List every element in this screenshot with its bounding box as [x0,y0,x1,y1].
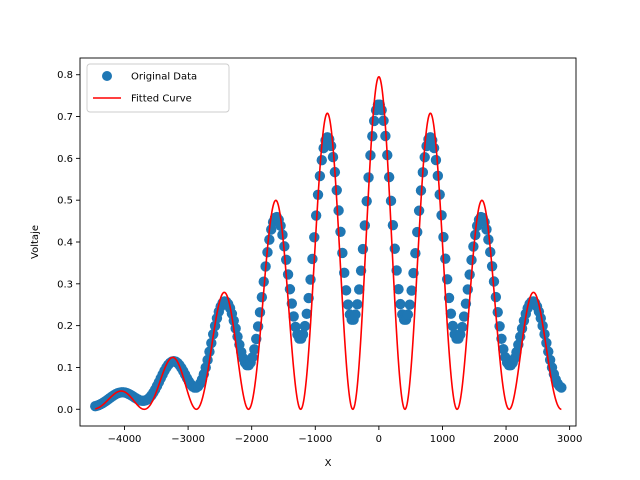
y-tick-label: 0.5 [57,196,73,207]
data-point [419,152,430,163]
data-point [327,151,339,163]
data-point [368,115,380,127]
data-point [438,231,449,243]
x-tick-label: −3000 [171,434,205,445]
data-point [406,285,417,296]
data-point [428,142,440,154]
legend-marker-original-data [102,71,112,81]
y-tick-label: 0.1 [57,363,73,374]
y-tick-label: 0.0 [57,405,73,416]
plot-area [90,76,567,412]
data-point [307,253,318,265]
fitted-curve-line [95,76,562,411]
x-tick-label: −1000 [298,434,332,445]
data-point [357,243,369,255]
legend-box [86,63,230,113]
data-point [492,306,503,318]
data-point [247,352,258,363]
x-axis-label: X [325,458,332,469]
data-point [288,311,299,322]
data-point [354,284,365,295]
data-point [413,205,425,216]
data-point [447,320,458,332]
data-point [440,253,451,264]
data-point [325,140,337,152]
data-point [206,337,217,349]
data-point [228,315,239,326]
legend-label-original-data: Original Data [131,72,197,83]
data-point [282,269,294,280]
data-point [395,298,406,310]
data-point [340,285,352,296]
data-point [483,234,494,245]
data-point [376,104,387,116]
legend: Original Data Fitted Curve [86,63,230,113]
data-point [299,320,311,332]
legend-label-fitted-curve: Fitted Curve [131,94,192,105]
data-point [456,321,468,333]
data-point [378,115,389,126]
data-point [359,220,371,231]
data-point [256,292,268,303]
data-point [404,299,415,310]
data-point [387,219,399,231]
data-point [350,309,361,320]
data-point [342,299,354,310]
data-point [275,220,286,231]
data-point [361,195,372,207]
data-point [333,205,344,216]
data-point [249,344,260,355]
data-point [490,291,502,303]
data-point [458,311,470,322]
axes: −4000 −3000 −2000 −1000 0 1000 2000 3000 0.0 0.1 0… [30,57,582,469]
data-point [498,344,509,355]
y-tick-label: 0.8 [57,70,73,81]
data-point [466,254,477,266]
data-point [385,195,397,207]
data-point [556,382,567,393]
data-point [335,226,346,237]
data-point [481,224,492,235]
data-point [412,226,423,238]
data-point [281,254,292,266]
data-point [543,346,554,357]
y-tick-label: 0.3 [57,279,73,290]
data-point [316,155,327,166]
data-point [445,308,457,319]
y-tick-label: 0.4 [57,238,73,249]
data-point [393,284,404,295]
x-tick-label: 1000 [430,434,455,445]
data-point [352,299,363,310]
y-tick-label: 0.7 [57,112,73,123]
data-point [402,309,414,320]
y-tick-label: 0.6 [57,154,73,165]
y-tick-label: 0.2 [57,321,73,332]
data-point [541,337,552,349]
data-point [204,346,215,357]
data-point [301,308,312,320]
data-point [309,232,320,243]
x-tick-label: −4000 [108,434,142,445]
data-point [297,329,309,340]
x-tick-label: −2000 [235,434,269,445]
data-point [430,154,442,166]
data-point [264,234,275,245]
x-tick-label: 2000 [493,434,518,445]
data-point [464,269,475,280]
data-point [254,307,266,318]
data-point [389,243,400,254]
y-axis-label: Voltaje [30,225,41,259]
x-tick-label: 0 [376,434,382,445]
x-tick-label: 3000 [557,434,582,445]
